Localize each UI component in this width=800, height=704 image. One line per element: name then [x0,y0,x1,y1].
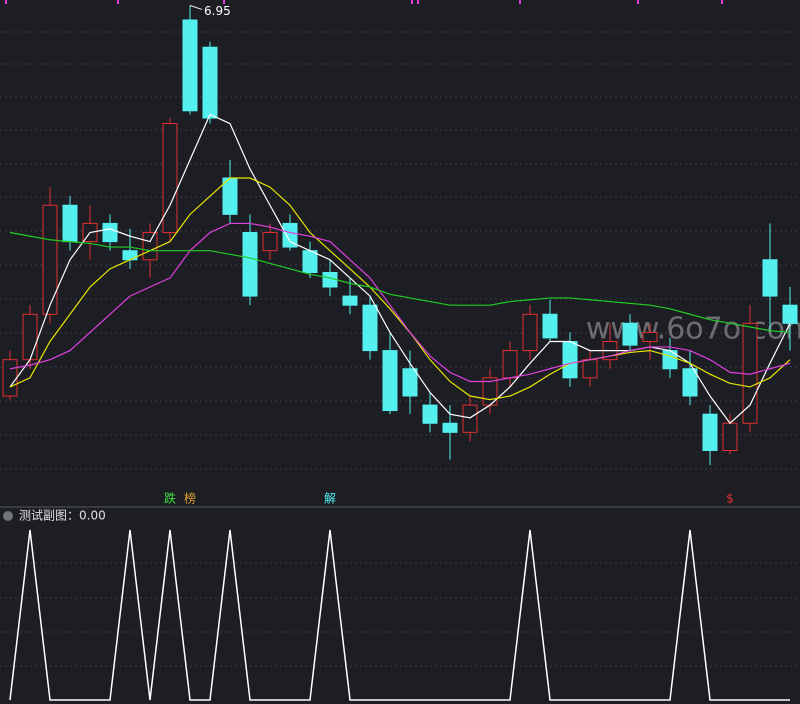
signal-label: 榜 [184,491,196,506]
candle-body [282,222,298,248]
candle-body [2,359,18,397]
candle-body [722,422,738,452]
sub-title: 测试副图：0.00 [19,508,106,523]
ma-line [9,113,791,425]
candle-body [462,404,478,433]
signal-label: 解 [324,492,336,506]
candle-body [402,368,418,397]
peak-arrow [189,4,203,10]
candle-body [122,250,138,261]
candle-body [202,46,218,119]
candle-body [362,304,378,352]
top-markers [5,0,723,4]
sub-line [9,529,790,701]
candle-body [142,232,158,261]
signal-label: 跌 [164,491,176,506]
candle-body [762,259,778,297]
candle-body [182,19,198,112]
candle-body [562,341,578,379]
candle-body [222,177,238,215]
signal-label: $ [726,492,734,506]
candle-body [302,250,318,273]
candle-body [642,331,658,343]
candle-body [782,304,798,324]
peak-label: 6.95 [204,4,231,18]
ma-line [9,231,791,334]
candle-body [382,350,398,412]
candle-body [162,123,178,234]
candle-body [542,313,558,339]
watermark: www.6o7o.com [586,312,800,347]
collapse-icon[interactable] [3,511,13,521]
candle-body [442,422,458,433]
candle-body [582,359,598,379]
candle-body [682,368,698,397]
candle-body [22,313,38,361]
candle-body [522,313,538,352]
candle-body [422,404,438,424]
candle-body [42,204,58,315]
candle-body [622,322,638,346]
candle-body [102,222,118,243]
candle-body [342,295,358,306]
candle-body [262,232,278,252]
ma-line [9,177,791,401]
ma-line [9,222,791,383]
candle-body [62,204,78,243]
candle-body [242,232,258,297]
candle-body [502,350,518,379]
candle-body [702,413,718,452]
